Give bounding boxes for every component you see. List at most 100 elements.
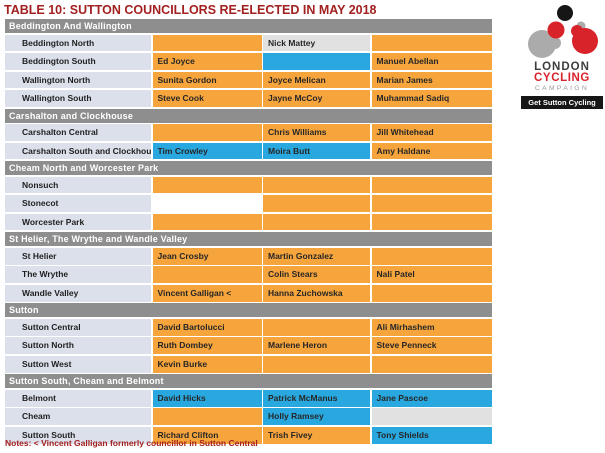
group-header: Carshalton and Clockhouse: [5, 108, 492, 123]
ward-label: Beddington North: [5, 34, 151, 52]
councillor-cell: [371, 247, 492, 265]
london-cycling-campaign-logo: LONDON CYCLING CAMPAIGN Get Sutton Cycli…: [521, 3, 603, 109]
councillors-table: Beddington And Wallington Beddington Nort…: [5, 19, 492, 445]
table-row: Beddington South Ed Joyce Manuel Abellan: [5, 53, 492, 70]
councillor-cell: Holly Ramsey: [263, 408, 370, 426]
logo-text-london: LONDON: [534, 61, 590, 73]
table-row: St Helier Jean Crosby Martin Gonzalez: [5, 247, 492, 265]
councillor-cell: [263, 213, 370, 231]
councillor-cell: Ruth Dombey: [152, 337, 262, 355]
councillor-cell: Jean Crosby: [152, 247, 262, 265]
councillor-cell: [152, 266, 262, 284]
councillor-cell: David Hicks: [152, 389, 262, 407]
ward-label: Sutton West: [5, 355, 151, 373]
logo-text-cycling: CYCLING: [534, 72, 590, 84]
table-row: Carshalton South and Clockhouse Tim Crowl…: [5, 142, 492, 160]
councillor-cell: Chris Williams: [263, 124, 370, 141]
councillor-cell: Kevin Burke: [152, 355, 262, 373]
table-row: Beddington North Nick Mattey: [5, 34, 492, 52]
councillor-cell: Nali Patel: [371, 266, 492, 284]
ward-label: The Wrythe: [5, 266, 151, 284]
councillor-cell: [371, 284, 492, 302]
page-title: TABLE 10: SUTTON COUNCILLORS RE-ELECTED …: [4, 3, 377, 17]
group-header: Sutton South, Cheam and Belmont: [5, 374, 492, 389]
councillor-cell: Jill Whitehead: [371, 124, 492, 141]
councillor-cell: [152, 124, 262, 141]
table-row: Nonsuch: [5, 176, 492, 194]
councillor-cell: [263, 53, 370, 70]
councillor-cell: [152, 195, 262, 212]
councillor-cell: Colin Stears: [263, 266, 370, 284]
councillor-cell: [371, 408, 492, 426]
ward-label: Wallington North: [5, 71, 151, 89]
councillor-cell: Amy Haldane: [371, 142, 492, 160]
councillor-cell: Manuel Abellan: [371, 53, 492, 70]
councillor-cell: Hanna Zuchowska: [263, 284, 370, 302]
table-row: Cheam Holly Ramsey: [5, 408, 492, 426]
table-row: Sutton South Richard Clifton Trish Fivey To…: [5, 426, 492, 444]
councillor-cell: Steve Cook: [152, 90, 262, 107]
ward-label: Sutton South: [5, 426, 151, 444]
notes-text: Notes: < Vincent Galligan formerly counc…: [5, 438, 258, 448]
councillor-cell: Tony Shields: [371, 426, 492, 444]
councillor-cell: [371, 195, 492, 212]
councillor-cell: [263, 355, 370, 373]
councillor-cell: Patrick McManus: [263, 389, 370, 407]
ward-label: Sutton North: [5, 337, 151, 355]
councillor-cell: [263, 176, 370, 194]
table-row: Worcester Park: [5, 213, 492, 231]
ward-label: Carshalton Central: [5, 124, 151, 141]
ward-label: Wandle Valley: [5, 284, 151, 302]
councillor-cell: [152, 176, 262, 194]
table-row: Stonecot: [5, 195, 492, 212]
table-row: Sutton West Kevin Burke: [5, 355, 492, 373]
councillor-cell: Joyce Melican: [263, 71, 370, 89]
table-row: Wallington North Sunita Gordon Joyce Melic…: [5, 71, 492, 89]
councillor-cell: [371, 213, 492, 231]
group-header: Cheam North and Worcester Park: [5, 161, 492, 176]
councillor-cell: Muhammad Sadiq: [371, 90, 492, 107]
councillor-cell: [152, 34, 262, 52]
councillor-cell: Ed Joyce: [152, 53, 262, 70]
table-row: Belmont David Hicks Patrick McManus Jane Pa…: [5, 389, 492, 407]
ward-label: Cheam: [5, 408, 151, 426]
councillor-cell: [371, 34, 492, 52]
group-header: Beddington And Wallington: [5, 19, 492, 33]
councillor-cell: Ali Mirhashem: [371, 318, 492, 336]
councillor-cell: Jane Pascoe: [371, 389, 492, 407]
ward-label: Belmont: [5, 389, 151, 407]
ward-label: Carshalton South and Clockhouse: [5, 142, 151, 160]
table-row: The Wrythe Colin Stears Nali Patel: [5, 266, 492, 284]
councillor-cell: Nick Mattey: [263, 34, 370, 52]
councillor-cell: Trish Fivey: [263, 426, 370, 444]
councillor-cell: Martin Gonzalez: [263, 247, 370, 265]
ward-label: Nonsuch: [5, 176, 151, 194]
councillor-cell: Vincent Galligan <: [152, 284, 262, 302]
table-row: Sutton North Ruth Dombey Marlene Heron Stev…: [5, 337, 492, 355]
councillor-cell: [371, 355, 492, 373]
table-row: Carshalton Central Chris Williams Jill Whi…: [5, 124, 492, 141]
table-row: Sutton Central David Bartolucci Ali Mirhas…: [5, 318, 492, 336]
councillor-cell: David Bartolucci: [152, 318, 262, 336]
ward-label: Sutton Central: [5, 318, 151, 336]
councillor-cell: Marian James: [371, 71, 492, 89]
councillor-cell: Richard Clifton: [152, 426, 262, 444]
get-sutton-cycling-button[interactable]: Get Sutton Cycling: [521, 96, 603, 109]
councillor-cell: Tim Crowley: [152, 142, 262, 160]
councillor-cell: Jayne McCoy: [263, 90, 370, 107]
ward-label: Beddington South: [5, 53, 151, 70]
councillor-cell: [152, 408, 262, 426]
councillor-cell: [263, 318, 370, 336]
councillor-cell: Marlene Heron: [263, 337, 370, 355]
ward-label: Worcester Park: [5, 213, 151, 231]
councillor-cell: Moira Butt: [263, 142, 370, 160]
councillor-cell: [263, 195, 370, 212]
councillor-cell: Steve Penneck: [371, 337, 492, 355]
group-header: Sutton: [5, 303, 492, 318]
councillor-cell: [371, 176, 492, 194]
councillor-cell: Sunita Gordon: [152, 71, 262, 89]
table-row: Wandle Valley Vincent Galligan < Hanna Zuc…: [5, 284, 492, 302]
councillor-cell: [152, 213, 262, 231]
group-header: St Helier, The Wrythe and Wandle Valley: [5, 232, 492, 247]
ward-label: Stonecot: [5, 195, 151, 212]
